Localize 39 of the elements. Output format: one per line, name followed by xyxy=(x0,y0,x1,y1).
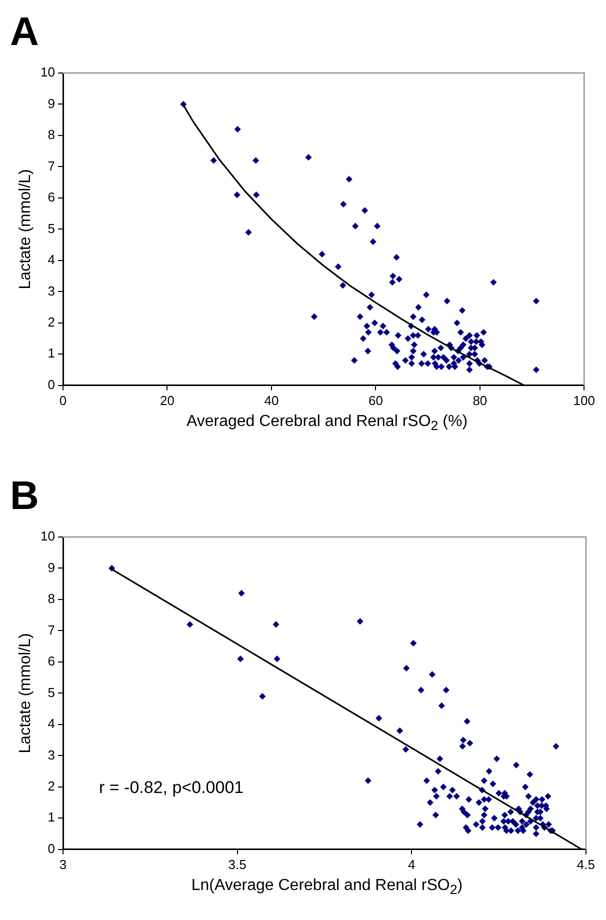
x-axis-title: Ln(Average Cerebral and Renal rSO$_{2}$) xyxy=(190,876,464,900)
y-tick-label: 8 xyxy=(48,591,55,606)
x-tick-label: 3.5 xyxy=(228,856,246,872)
y-tick-label: 1 xyxy=(48,810,55,825)
y-axis-title: Lactate (mmol/L) xyxy=(17,633,34,754)
y-tick-label: 9 xyxy=(48,560,55,576)
chart-title: A xyxy=(9,9,40,56)
y-tick-label: 10 xyxy=(40,64,55,80)
y-tick-label: 7 xyxy=(48,158,55,174)
y-tick-label: 4 xyxy=(48,716,55,732)
annotation: r = -0.82, p<0.0001 xyxy=(99,778,244,798)
y-tick-label: 7 xyxy=(48,622,55,638)
y-tick-label: 3 xyxy=(48,283,55,298)
y-tick-label: 5 xyxy=(48,684,55,700)
x-tick-label: 4.5 xyxy=(576,856,596,872)
x-tick-label: 3 xyxy=(59,856,67,872)
y-tick-label: 4 xyxy=(48,252,55,268)
y-tick-label: 9 xyxy=(48,96,55,111)
x-tick-label: 80 xyxy=(472,392,488,408)
x-tick-label: 4 xyxy=(408,856,416,872)
y-tick-label: 8 xyxy=(48,127,55,142)
x-tick-label: 0 xyxy=(59,392,67,408)
y-tick-label: 6 xyxy=(48,654,55,669)
chart-title: B xyxy=(9,473,40,520)
x-tick-label: 100 xyxy=(573,392,596,408)
y-axis-title: Lactate (mmol/L) xyxy=(17,169,34,290)
y-tick-label: 3 xyxy=(48,747,55,762)
y-tick-label: 6 xyxy=(48,190,55,205)
y-tick-label: 0 xyxy=(48,376,55,392)
y-tick-label: 1 xyxy=(48,346,55,361)
y-tick-label: 0 xyxy=(48,841,55,856)
y-tick-label: 2 xyxy=(48,314,55,330)
x-tick-label: 20 xyxy=(160,392,174,408)
y-tick-label: 2 xyxy=(48,778,55,794)
x-tick-label: 40 xyxy=(264,392,279,408)
x-axis-title: Averaged Cerebral and Renal rSO$_{2}$ (%) xyxy=(185,412,469,436)
y-tick-label: 10 xyxy=(40,528,55,544)
x-tick-label: 60 xyxy=(368,392,383,408)
y-tick-label: 5 xyxy=(48,220,55,236)
